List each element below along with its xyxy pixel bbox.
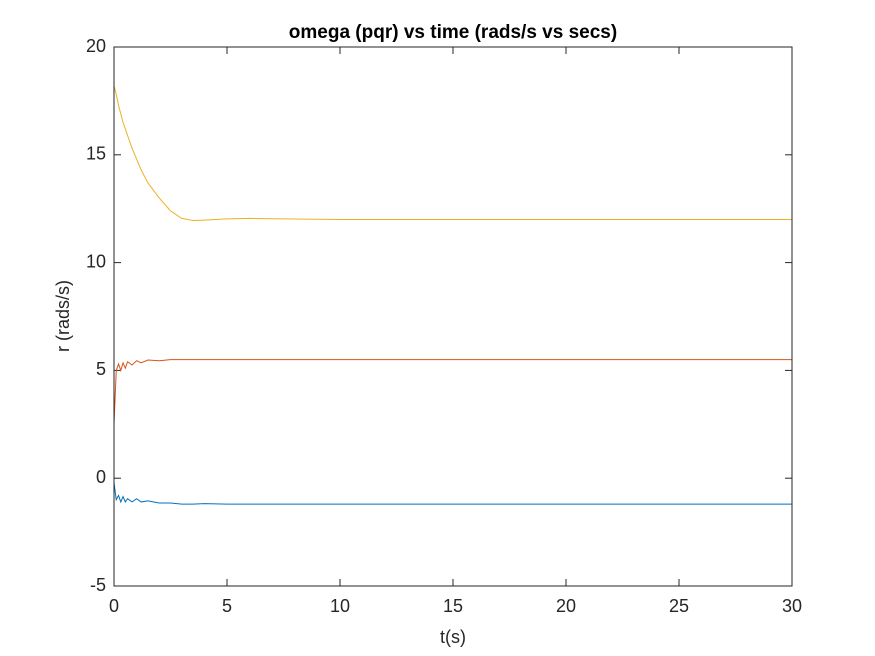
- y-axis-label: r (rads/s): [53, 280, 73, 352]
- x-tick-label: 15: [443, 596, 463, 616]
- x-tick-label: 10: [330, 596, 350, 616]
- series-line: [113, 482, 792, 505]
- chart-title: omega (pqr) vs time (rads/s vs secs): [289, 22, 617, 43]
- y-tick-label: 20: [86, 36, 106, 56]
- y-tick-label: 10: [86, 251, 106, 271]
- plot-frame: [113, 46, 793, 587]
- y-tick-label: 0: [96, 467, 106, 487]
- x-axis-label: t(s): [440, 627, 466, 647]
- x-tick-label: 30: [782, 596, 802, 616]
- x-tick-label: 0: [109, 596, 119, 616]
- y-tick-label: 15: [86, 144, 106, 164]
- x-tick-label: 5: [222, 596, 232, 616]
- series-line: [113, 85, 792, 222]
- x-tick-label: 25: [669, 596, 689, 616]
- series-line: [113, 359, 792, 425]
- y-tick-label: 5: [96, 359, 106, 379]
- y-tick-label: -5: [90, 575, 106, 595]
- x-tick-label: 20: [556, 596, 576, 616]
